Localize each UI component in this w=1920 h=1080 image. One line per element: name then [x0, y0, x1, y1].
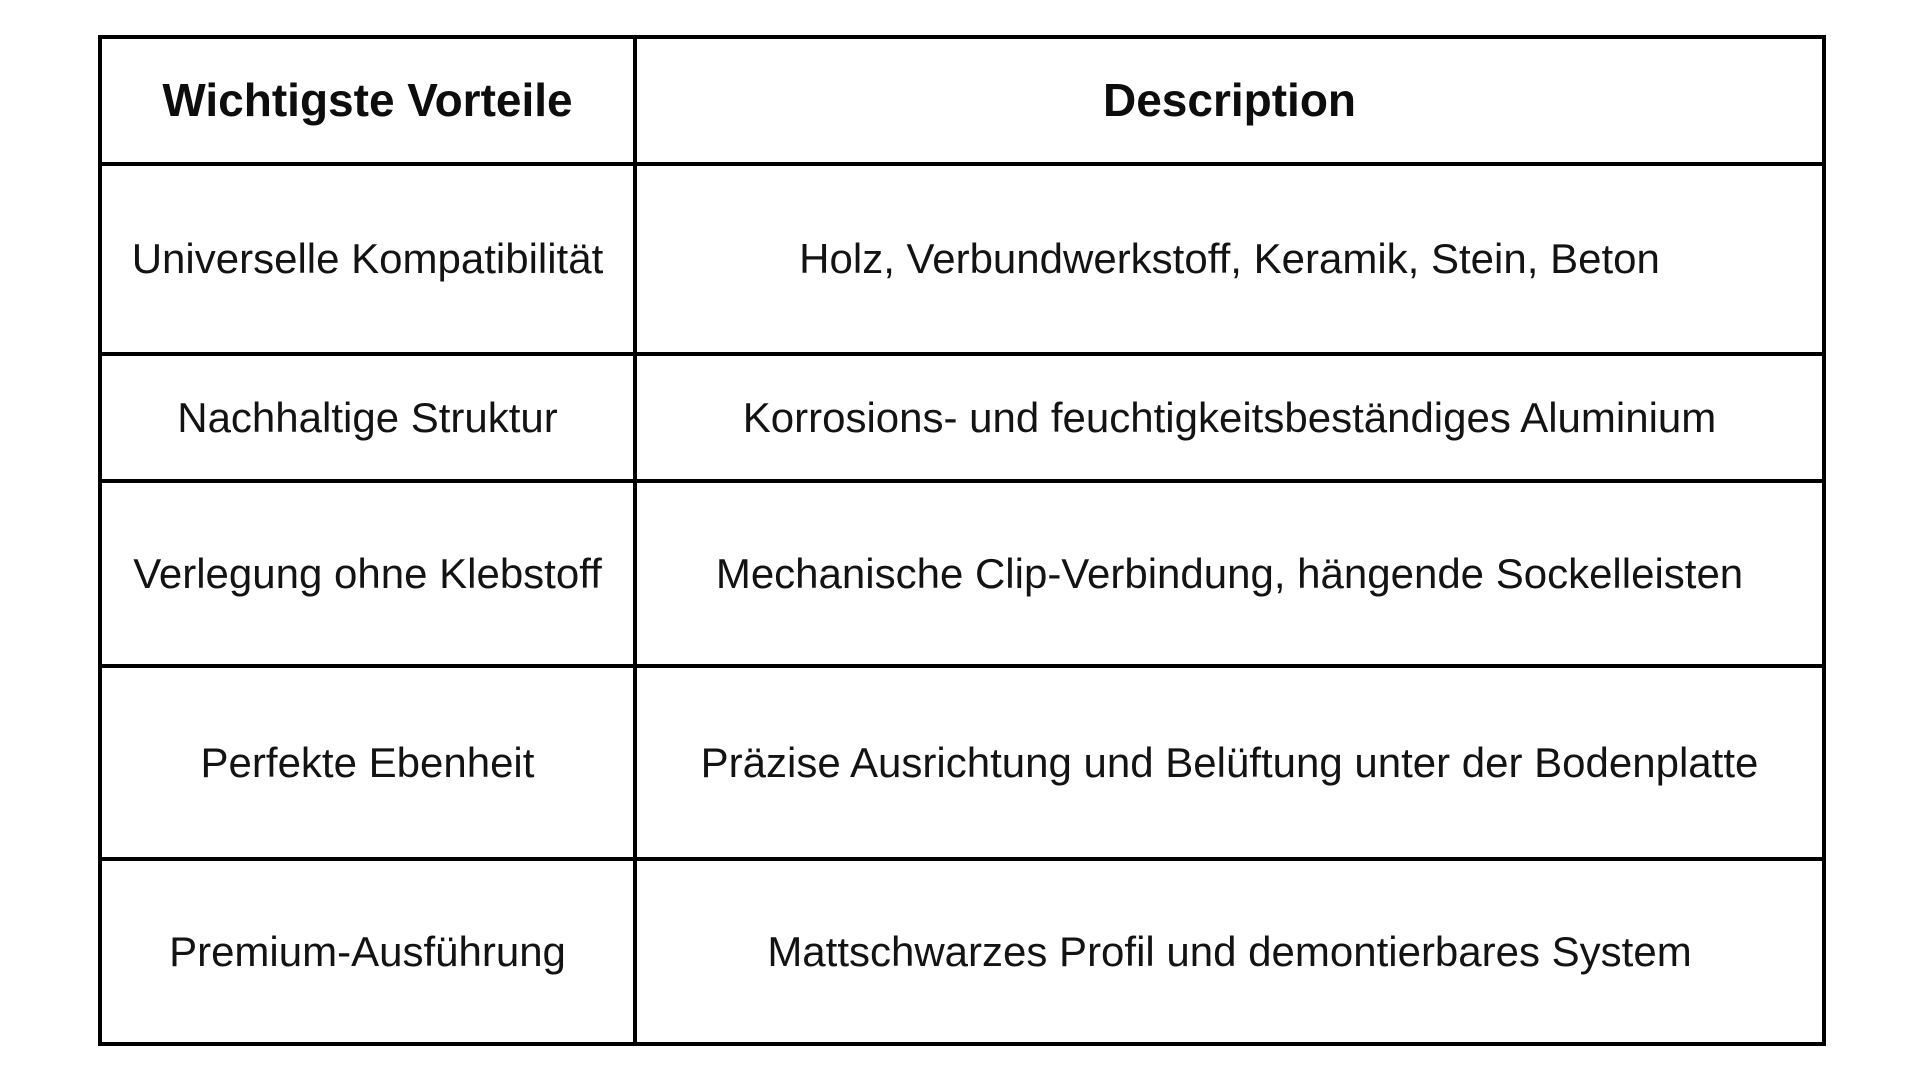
table-row: Universelle Kompatibilität Holz, Verbund…	[98, 162, 1826, 356]
table-row: Perfekte Ebenheit Präzise Ausrichtung un…	[98, 664, 1826, 861]
advantages-table: Wichtigste Vorteile Description Universe…	[98, 35, 1826, 1046]
cell-description-nachhaltige-struktur: Korrosions- und feuchtigkeitsbeständiges…	[633, 352, 1826, 483]
cell-vorteil-premium-ausfuehrung: Premium-Ausführung	[98, 857, 637, 1046]
cell-vorteil-nachhaltige-struktur: Nachhaltige Struktur	[98, 352, 637, 483]
cell-description-premium-ausfuehrung: Mattschwarzes Profil und demontierbares …	[633, 857, 1826, 1046]
table-row: Nachhaltige Struktur Korrosions- und feu…	[98, 352, 1826, 483]
cell-vorteil-perfekte-ebenheit: Perfekte Ebenheit	[98, 664, 637, 861]
cell-vorteil-universelle-kompatibilitaet: Universelle Kompatibilität	[98, 162, 637, 356]
cell-description-verlegung-ohne-klebstoff: Mechanische Clip-Verbindung, hängende So…	[633, 479, 1826, 668]
table-row: Verlegung ohne Klebstoff Mechanische Cli…	[98, 479, 1826, 668]
cell-vorteil-verlegung-ohne-klebstoff: Verlegung ohne Klebstoff	[98, 479, 637, 668]
cell-description-perfekte-ebenheit: Präzise Ausrichtung und Belüftung unter …	[633, 664, 1826, 861]
table-row: Premium-Ausführung Mattschwarzes Profil …	[98, 857, 1826, 1046]
header-cell-description: Description	[633, 35, 1826, 166]
table-header-row: Wichtigste Vorteile Description	[98, 35, 1826, 166]
cell-description-universelle-kompatibilitaet: Holz, Verbundwerkstoff, Keramik, Stein, …	[633, 162, 1826, 356]
header-cell-wichtigste-vorteile: Wichtigste Vorteile	[98, 35, 637, 166]
